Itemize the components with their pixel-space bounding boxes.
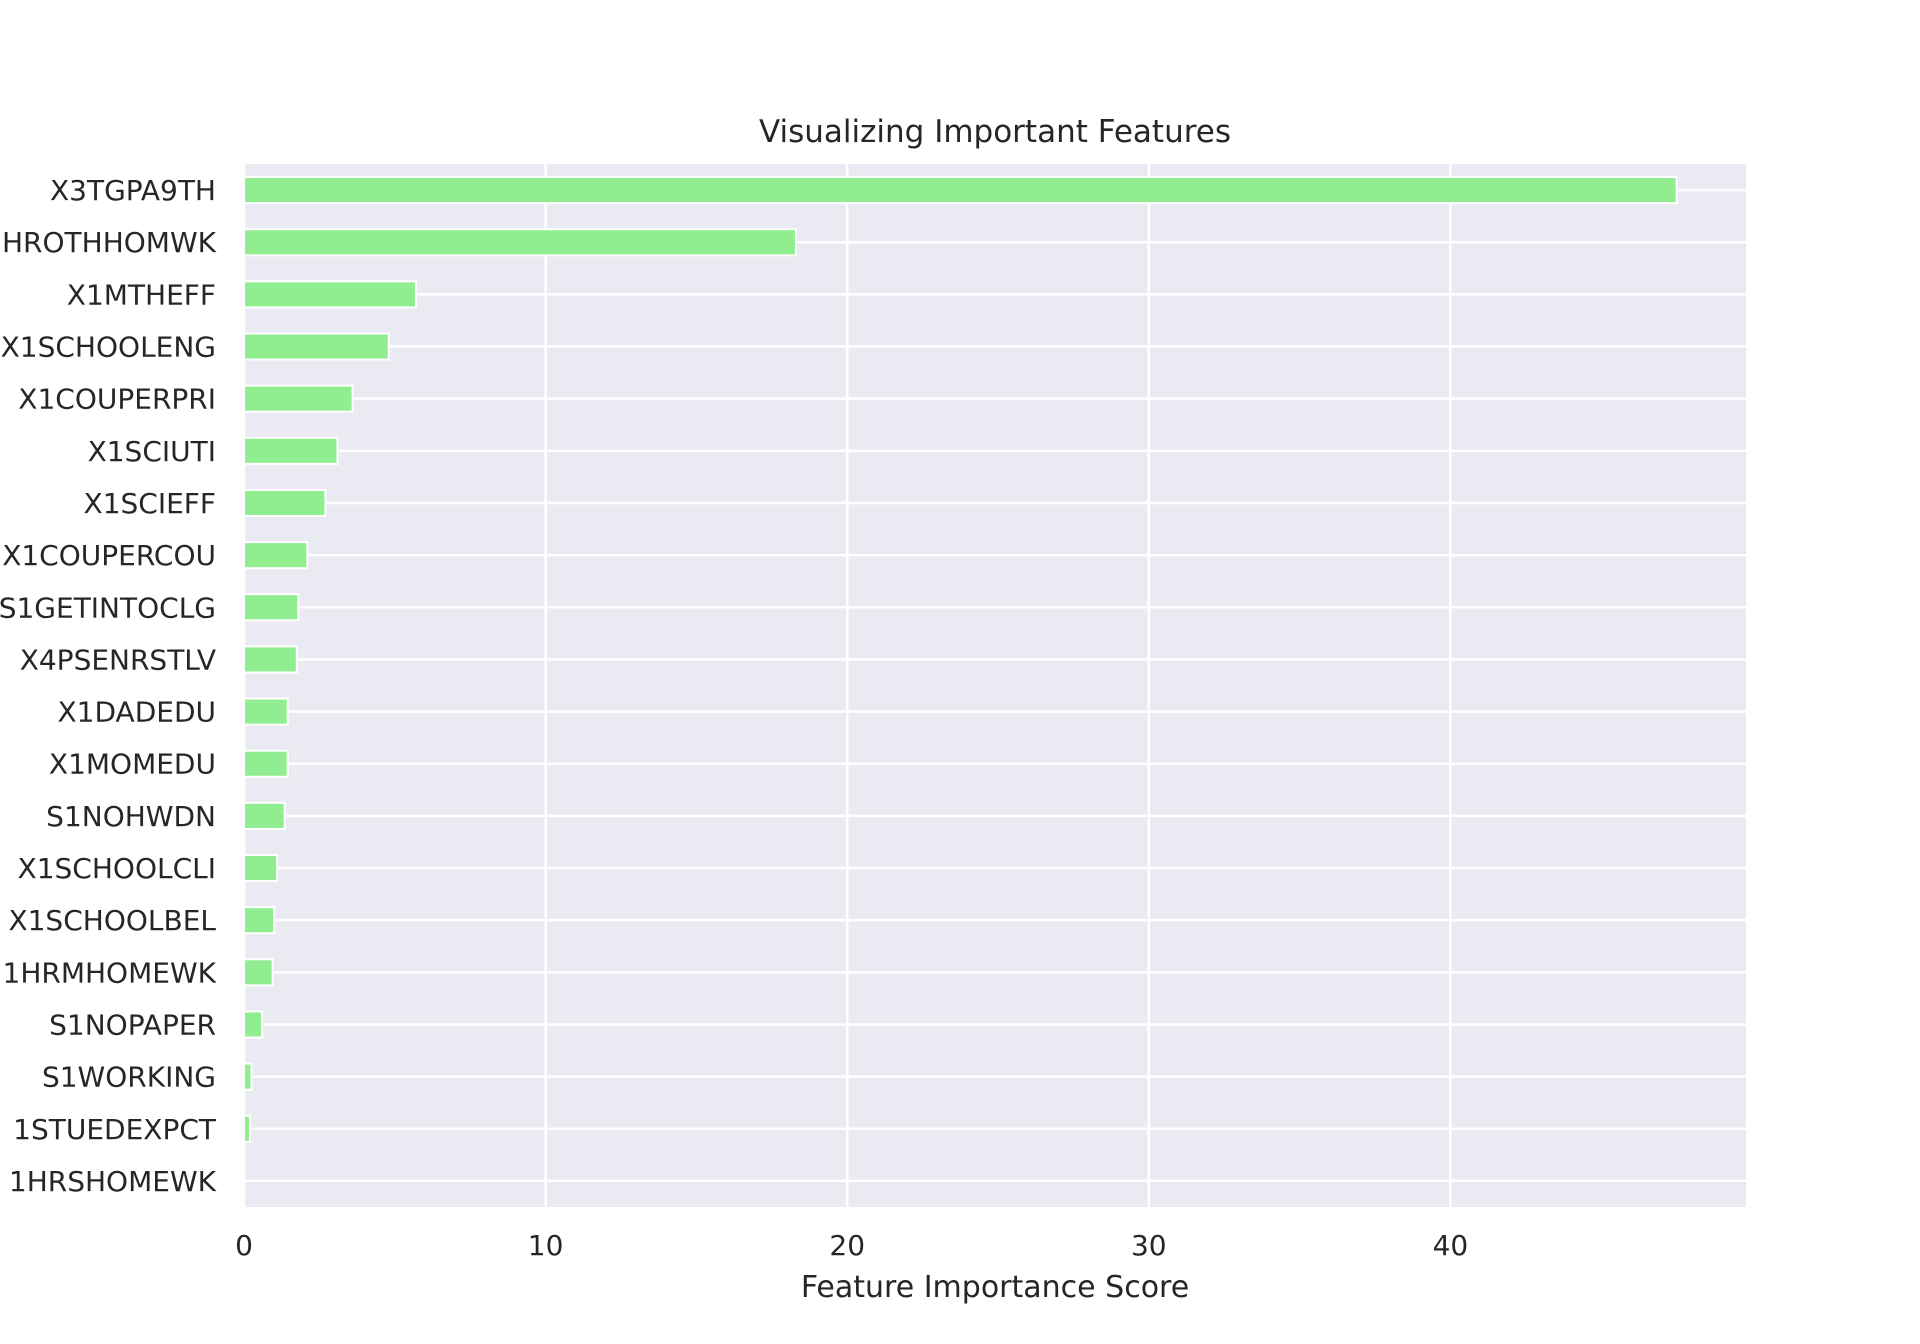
y-tick-label: HROTHHOMWK xyxy=(2,226,217,259)
x-tick-labels: 0 10 20 30 40 xyxy=(235,1229,1468,1262)
x-tick-label: 10 xyxy=(528,1229,564,1262)
bar xyxy=(243,384,354,413)
y-tick-label: X1MTHEFF xyxy=(67,278,216,311)
y-tick-label: S1NOPAPER xyxy=(49,1008,216,1041)
bar xyxy=(243,436,339,465)
bar xyxy=(243,228,797,257)
bar xyxy=(243,176,1678,205)
bar xyxy=(243,853,279,883)
y-tick-label: X4PSENRSTLV xyxy=(20,643,216,676)
x-axis-title: Feature Importance Score xyxy=(801,1270,1189,1305)
y-tick-label: X1SCIUTI xyxy=(88,435,216,468)
y-tick-label: 1HRMHOMEWK xyxy=(3,956,217,989)
bar xyxy=(243,1114,252,1143)
chart-title: Visualizing Important Features xyxy=(759,114,1231,150)
x-tick-label: 30 xyxy=(1131,1229,1167,1262)
y-tick-label: X1SCIEFF xyxy=(84,487,216,520)
y-tick-label: X1SCHOOLBEL xyxy=(8,904,216,937)
y-tick-label: X3TGPA9TH xyxy=(50,174,216,207)
y-tick-label: X1COUPERPRI xyxy=(18,383,216,416)
bar xyxy=(243,906,276,935)
bar xyxy=(243,541,309,570)
y-tick-label: 1HRSHOMEWK xyxy=(9,1165,217,1198)
bar xyxy=(243,749,289,778)
y-tick-label: S1NOHWDN xyxy=(46,800,216,833)
y-tick-label: X1SCHOOLENG xyxy=(1,331,216,364)
y-tick-label: X1SCHOOLCLI xyxy=(18,852,216,885)
bar xyxy=(243,1062,253,1091)
x-tick-label: 0 xyxy=(235,1229,253,1262)
bar xyxy=(243,593,300,622)
bar xyxy=(243,488,327,518)
plot-background xyxy=(244,164,1746,1207)
bars xyxy=(243,176,1678,1143)
bar xyxy=(243,645,298,674)
x-tick-label: 40 xyxy=(1433,1229,1469,1262)
bar xyxy=(243,332,390,361)
bar xyxy=(243,801,286,830)
x-tick-label: 20 xyxy=(829,1229,865,1262)
y-tick-label: X1DADEDU xyxy=(57,696,216,729)
bar xyxy=(243,1010,264,1039)
y-tick-labels: X3TGPA9TH HROTHHOMWK X1MTHEFF X1SCHOOLENG X1… xyxy=(0,174,217,1198)
y-tick-label: S1GETINTOCLG xyxy=(0,591,216,624)
bar xyxy=(243,958,274,987)
y-tick-label: 1STUEDEXPCT xyxy=(13,1113,217,1146)
bar xyxy=(243,697,289,726)
y-tick-label: X1MOMEDU xyxy=(49,748,216,781)
y-tick-label: X1COUPERCOU xyxy=(2,539,216,572)
y-tick-label: S1WORKING xyxy=(42,1061,216,1094)
bar xyxy=(243,280,417,309)
